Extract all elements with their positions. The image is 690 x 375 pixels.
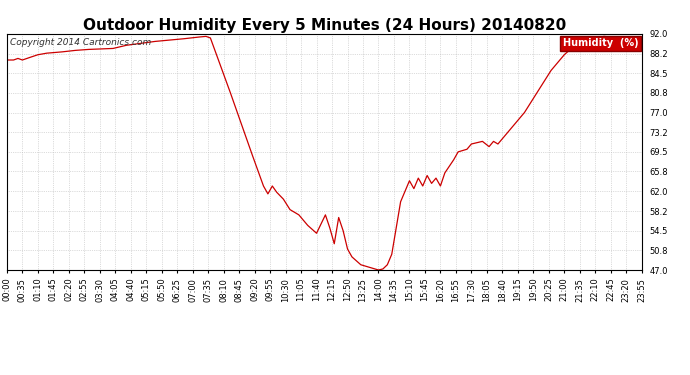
Title: Outdoor Humidity Every 5 Minutes (24 Hours) 20140820: Outdoor Humidity Every 5 Minutes (24 Hou… — [83, 18, 566, 33]
Text: Copyright 2014 Cartronics.com: Copyright 2014 Cartronics.com — [10, 39, 151, 48]
Text: Humidity  (%): Humidity (%) — [563, 39, 638, 48]
